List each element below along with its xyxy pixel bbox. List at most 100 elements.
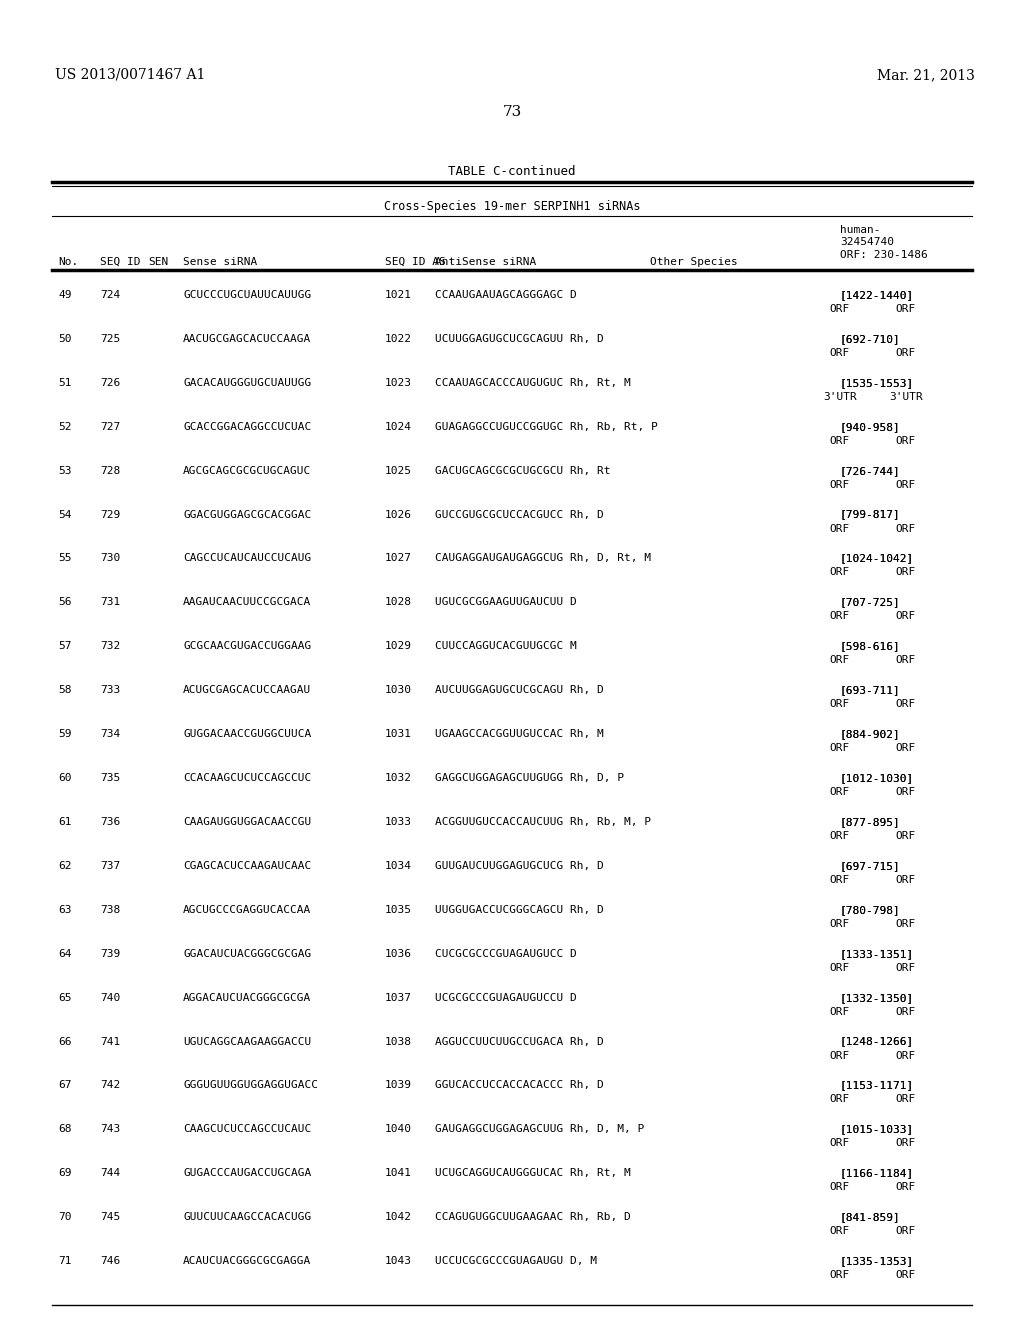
Text: ORF: ORF (829, 1183, 850, 1192)
Text: ORF: ORF (829, 479, 850, 490)
Text: [707-725]: [707-725] (840, 598, 901, 607)
Text: 1037: 1037 (385, 993, 412, 1003)
Text: human-
32454740
ORF: 230-1486: human- 32454740 ORF: 230-1486 (840, 224, 928, 260)
Text: [877-895]: [877-895] (840, 817, 901, 826)
Text: ORF: ORF (829, 524, 850, 533)
Text: [780-798]: [780-798] (840, 904, 901, 915)
Text: ACAUCUACGGGCGCGAGGA: ACAUCUACGGGCGCGAGGA (183, 1257, 311, 1266)
Text: ORF: ORF (829, 743, 850, 754)
Text: 745: 745 (100, 1212, 120, 1222)
Text: 1042: 1042 (385, 1212, 412, 1222)
Text: AGCUGCCCGAGGUCACCAA: AGCUGCCCGAGGUCACCAA (183, 904, 311, 915)
Text: AGGACAUCUACGGGCGCGA: AGGACAUCUACGGGCGCGA (183, 993, 311, 1003)
Text: [799-817]: [799-817] (840, 510, 901, 520)
Text: UGUCAGGCAAGAAGGACCU: UGUCAGGCAAGAAGGACCU (183, 1036, 311, 1047)
Text: ORF: ORF (896, 832, 916, 841)
Text: UGAAGCCACGGUUGUCCAC Rh, M: UGAAGCCACGGUUGUCCAC Rh, M (435, 729, 604, 739)
Text: [692-710]: [692-710] (840, 334, 901, 345)
Text: 57: 57 (58, 642, 72, 651)
Text: 68: 68 (58, 1125, 72, 1134)
Text: AGGUCCUUCUUGCCUGACA Rh, D: AGGUCCUUCUUGCCUGACA Rh, D (435, 1036, 604, 1047)
Text: SEN: SEN (148, 257, 168, 267)
Text: 735: 735 (100, 774, 120, 783)
Text: ORF: ORF (829, 1094, 850, 1105)
Text: AACUGCGAGCACUCCAAGA: AACUGCGAGCACUCCAAGA (183, 334, 311, 345)
Text: ORF: ORF (829, 875, 850, 884)
Text: ORF: ORF (829, 304, 850, 314)
Text: 740: 740 (100, 993, 120, 1003)
Text: TABLE C-continued: TABLE C-continued (449, 165, 575, 178)
Text: GGUCACCUCCACCACACCC Rh, D: GGUCACCUCCACCACACCC Rh, D (435, 1081, 604, 1090)
Text: CAAGAUGGUGGACAACCGU: CAAGAUGGUGGACAACCGU (183, 817, 311, 826)
Text: [1333-1351]: [1333-1351] (840, 949, 914, 958)
Text: [1015-1033]: [1015-1033] (840, 1125, 914, 1134)
Text: ORF: ORF (896, 348, 916, 358)
Text: 1021: 1021 (385, 290, 412, 300)
Text: GCUCCCUGCUAUUCAUUGG: GCUCCCUGCUAUUCAUUGG (183, 290, 311, 300)
Text: 70: 70 (58, 1212, 72, 1222)
Text: [598-616]: [598-616] (840, 642, 901, 651)
Text: SEQ ID AS: SEQ ID AS (385, 257, 445, 267)
Text: 724: 724 (100, 290, 120, 300)
Text: 66: 66 (58, 1036, 72, 1047)
Text: [799-817]: [799-817] (840, 510, 901, 520)
Text: 51: 51 (58, 378, 72, 388)
Text: [697-715]: [697-715] (840, 861, 901, 871)
Text: [1335-1353]: [1335-1353] (840, 1257, 914, 1266)
Text: CUUCCAGGUCACGUUGCGC M: CUUCCAGGUCACGUUGCGC M (435, 642, 577, 651)
Text: GGACAUCUACGGGCGCGAG: GGACAUCUACGGGCGCGAG (183, 949, 311, 958)
Text: GGGUGUUGGUGGAGGUGACC: GGGUGUUGGUGGAGGUGACC (183, 1081, 318, 1090)
Text: 56: 56 (58, 598, 72, 607)
Text: 1028: 1028 (385, 598, 412, 607)
Text: ORF: ORF (829, 568, 850, 577)
Text: [598-616]: [598-616] (840, 642, 901, 651)
Text: 725: 725 (100, 334, 120, 345)
Text: [692-710]: [692-710] (840, 334, 901, 345)
Text: ORF: ORF (829, 436, 850, 446)
Text: Other Species: Other Species (650, 257, 737, 267)
Text: AGCGCAGCGCGCUGCAGUC: AGCGCAGCGCGCUGCAGUC (183, 466, 311, 475)
Text: 744: 744 (100, 1168, 120, 1179)
Text: 1040: 1040 (385, 1125, 412, 1134)
Text: 734: 734 (100, 729, 120, 739)
Text: [1332-1350]: [1332-1350] (840, 993, 914, 1003)
Text: GACACAUGGGUGCUAUUGG: GACACAUGGGUGCUAUUGG (183, 378, 311, 388)
Text: GUCCGUGCGCUCCACGUCC Rh, D: GUCCGUGCGCUCCACGUCC Rh, D (435, 510, 604, 520)
Text: 729: 729 (100, 510, 120, 520)
Text: ORF: ORF (829, 700, 850, 709)
Text: 63: 63 (58, 904, 72, 915)
Text: 55: 55 (58, 553, 72, 564)
Text: [1012-1030]: [1012-1030] (840, 774, 914, 783)
Text: 1041: 1041 (385, 1168, 412, 1179)
Text: ORF: ORF (896, 1094, 916, 1105)
Text: 1032: 1032 (385, 774, 412, 783)
Text: 3'UTR: 3'UTR (889, 392, 923, 401)
Text: [1248-1266]: [1248-1266] (840, 1036, 914, 1047)
Text: ORF: ORF (896, 655, 916, 665)
Text: ORF: ORF (896, 479, 916, 490)
Text: 1027: 1027 (385, 553, 412, 564)
Text: UCCUCGCGCCCGUAGAUGU D, M: UCCUCGCGCCCGUAGAUGU D, M (435, 1257, 597, 1266)
Text: GAGGCUGGAGAGCUUGUGG Rh, D, P: GAGGCUGGAGAGCUUGUGG Rh, D, P (435, 774, 624, 783)
Text: 1023: 1023 (385, 378, 412, 388)
Text: 741: 741 (100, 1036, 120, 1047)
Text: US 2013/0071467 A1: US 2013/0071467 A1 (55, 69, 206, 82)
Text: UCGCGCCCGUAGAUGUCCU D: UCGCGCCCGUAGAUGUCCU D (435, 993, 577, 1003)
Text: [841-859]: [841-859] (840, 1212, 901, 1222)
Text: 1031: 1031 (385, 729, 412, 739)
Text: 59: 59 (58, 729, 72, 739)
Text: GAUGAGGCUGGAGAGCUUG Rh, D, M, P: GAUGAGGCUGGAGAGCUUG Rh, D, M, P (435, 1125, 644, 1134)
Text: ORF: ORF (896, 919, 916, 929)
Text: 61: 61 (58, 817, 72, 826)
Text: [841-859]: [841-859] (840, 1212, 901, 1222)
Text: [693-711]: [693-711] (840, 685, 901, 696)
Text: 53: 53 (58, 466, 72, 475)
Text: 1030: 1030 (385, 685, 412, 696)
Text: 742: 742 (100, 1081, 120, 1090)
Text: [707-725]: [707-725] (840, 598, 901, 607)
Text: ORF: ORF (896, 436, 916, 446)
Text: [1422-1440]: [1422-1440] (840, 290, 914, 300)
Text: ORF: ORF (896, 568, 916, 577)
Text: CCAGUGUGGCUUGAAGAAC Rh, Rb, D: CCAGUGUGGCUUGAAGAAC Rh, Rb, D (435, 1212, 631, 1222)
Text: ORF: ORF (896, 700, 916, 709)
